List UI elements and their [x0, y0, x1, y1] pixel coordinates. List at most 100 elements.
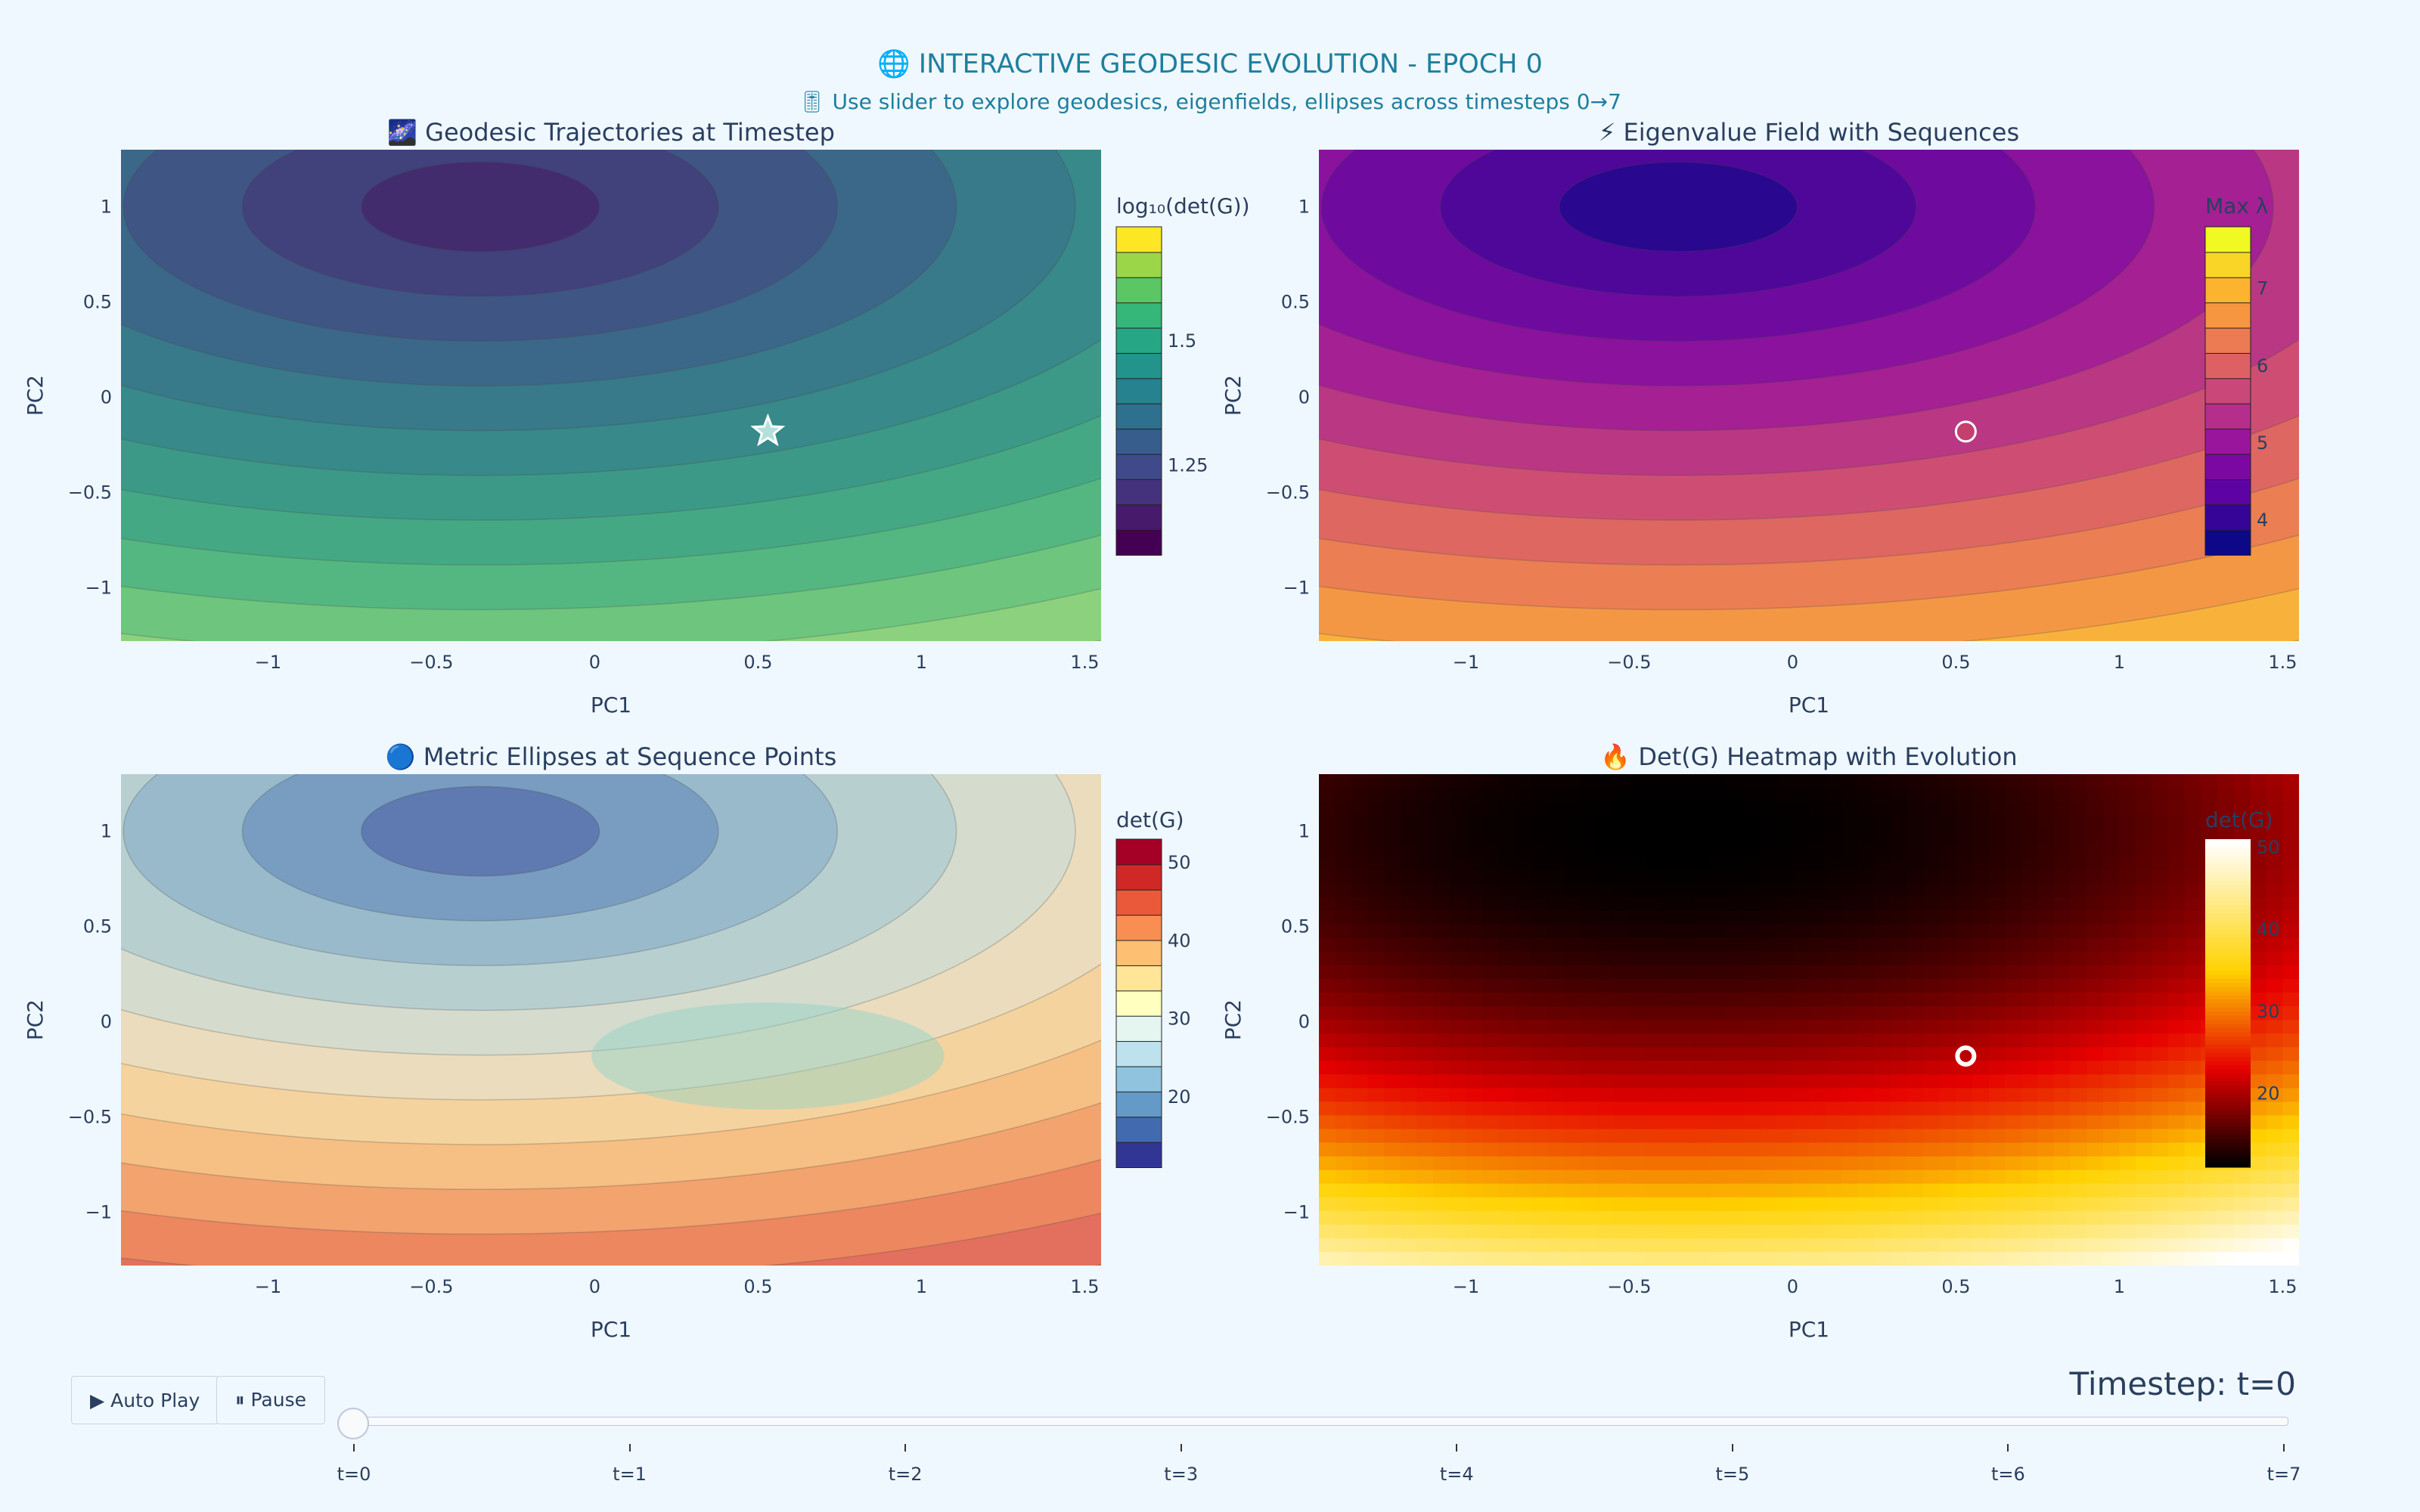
slider-step-label[interactable]: t=3 — [1164, 1464, 1199, 1485]
y-tick-label: −0.5 — [1266, 482, 1310, 503]
x-tick-label: 1.5 — [2268, 1276, 2297, 1297]
slider-tick-mark — [2007, 1444, 2009, 1452]
x-tick-label: 1.5 — [1070, 1276, 1099, 1297]
slider-step-label[interactable]: t=1 — [613, 1464, 647, 1485]
colorbar-tick-label: 4 — [2257, 510, 2268, 531]
auto-play-button[interactable]: ▶ Auto Play — [71, 1376, 219, 1424]
colorbar-tick-label: 40 — [2257, 919, 2280, 940]
x-tick-label: −1 — [1453, 1276, 1479, 1297]
plot-3: −1 −0.5 0 0.5 1 1.5 −1 −0.5 0 0.5 1 PC1 PC2 det(G) 20 3… — [23, 774, 1191, 1342]
y-tick-label: 0.5 — [83, 916, 112, 937]
colorbar: log₁₀(det(G)) 1.25 1.5 — [1115, 194, 1250, 556]
colorbar-tick-label: 1.25 — [1168, 455, 1208, 476]
x-tick-label: −0.5 — [409, 1276, 453, 1297]
slider-step-label[interactable]: t=5 — [1715, 1464, 1750, 1485]
x-axis-label: PC1 — [591, 1317, 631, 1342]
page-subtitle: 🎚 Use slider to explore geodesics, eigen… — [799, 89, 1621, 114]
plot4-title: 🔥 Det(G) Heatmap with Evolution — [1600, 742, 2018, 771]
chart-area: −1 −0.5 0 0.5 1 1.5−1−0.500.51PC1PC2log₁₀(det… — [23, 150, 2299, 1342]
y-tick-label: −1 — [1283, 1201, 1310, 1222]
plot3-title: 🔵 Metric Ellipses at Sequence Points — [385, 742, 837, 771]
y-tick-label: 1 — [1298, 197, 1310, 218]
plot-1: −1 −0.5 0 0.5 1 1.5−1−0.500.51PC1PC2log₁₀(det… — [23, 150, 1250, 717]
x-tick-label: 1.5 — [2268, 652, 2297, 673]
plot2-title: ⚡ Eigenvalue Field with Sequences — [1598, 118, 2020, 147]
y-tick-label: −0.5 — [68, 482, 112, 503]
sequence-point-marker[interactable] — [1955, 1045, 1977, 1067]
slider-tick-mark — [2283, 1444, 2285, 1452]
colorbar-tick-label: 20 — [1168, 1086, 1191, 1108]
sequence-star-marker[interactable] — [750, 413, 786, 447]
contour-level — [121, 150, 1101, 641]
slider-step-label[interactable]: t=6 — [1991, 1464, 2025, 1485]
x-axis-label: PC1 — [1789, 692, 1829, 717]
colorbar-tick-label: 50 — [2257, 837, 2280, 858]
contour-level — [121, 150, 1101, 521]
x-tick-label: −1 — [255, 652, 281, 673]
slider-step-label[interactable]: t=0 — [337, 1464, 371, 1485]
x-tick-label: 1 — [2114, 1276, 2125, 1297]
x-tick-label: 0.5 — [743, 652, 772, 673]
y-axis-label: PC2 — [1221, 375, 1246, 416]
contour-level — [121, 150, 1101, 611]
timestep-slider[interactable] — [352, 1417, 2288, 1426]
x-tick-label: −1 — [1453, 652, 1479, 673]
x-axis-label: PC1 — [591, 692, 631, 717]
x-tick-label: 0 — [589, 652, 600, 673]
colorbar-tick-label: 40 — [1168, 930, 1191, 951]
contour-level — [121, 774, 1076, 1056]
colorbar: det(G) 20 30 40 50 — [2205, 807, 2280, 1168]
y-tick-label: −1 — [1283, 577, 1310, 598]
contour-level — [121, 774, 957, 1012]
slider-step-label[interactable]: t=4 — [1439, 1464, 1474, 1485]
slider-handle[interactable] — [337, 1408, 369, 1439]
colorbar-title: det(G) — [1116, 807, 1184, 832]
y-tick-label: −1 — [85, 577, 112, 598]
page-title: 🌐 INTERACTIVE GEODESIC EVOLUTION - EPOCH… — [877, 49, 1543, 79]
contour-level — [121, 774, 1101, 1266]
colorbar-title: Max λ — [2205, 194, 2268, 218]
y-tick-label: 1 — [101, 821, 112, 842]
colorbar-tick-label: 1.5 — [1168, 330, 1196, 352]
pause-button[interactable]: ⏸ Pause — [216, 1376, 325, 1424]
x-tick-label: 0 — [1787, 1276, 1798, 1297]
x-tick-label: 1 — [916, 652, 927, 673]
x-tick-label: −1 — [255, 1276, 281, 1297]
y-tick-label: 0.5 — [1281, 292, 1310, 313]
contour-level — [121, 150, 1101, 476]
slider-tick-mark — [1180, 1444, 1182, 1452]
contour-level — [121, 774, 1101, 1266]
colorbar-tick-label: 30 — [1168, 1009, 1191, 1030]
y-tick-label: 0 — [1298, 387, 1310, 408]
contour-level — [361, 785, 600, 877]
x-tick-label: 0.5 — [1941, 1276, 1970, 1297]
sequence-point-marker[interactable] — [1954, 420, 1977, 443]
y-axis-label: PC2 — [23, 999, 48, 1040]
y-tick-label: 0 — [1298, 1012, 1310, 1033]
colorbar-tick-label: 6 — [2257, 355, 2268, 376]
slider-tick-mark — [353, 1444, 355, 1452]
y-axis-label: PC2 — [1221, 999, 1246, 1040]
contour-level — [1559, 161, 1798, 253]
x-tick-label: 0 — [589, 1276, 600, 1297]
slider-step-label[interactable]: t=7 — [2266, 1464, 2301, 1485]
x-tick-label: 0.5 — [743, 1276, 772, 1297]
slider-tick-mark — [628, 1444, 631, 1452]
colorbar-title: log₁₀(det(G)) — [1116, 194, 1250, 218]
colorbar-tick-label: 5 — [2257, 432, 2268, 454]
slider-step-label[interactable]: t=2 — [888, 1464, 923, 1485]
y-tick-label: −1 — [85, 1201, 112, 1222]
contour-level — [241, 774, 719, 922]
contour-level — [241, 150, 719, 297]
y-tick-label: 0.5 — [1281, 916, 1310, 937]
contour-level — [121, 150, 1101, 641]
x-tick-label: −0.5 — [409, 652, 453, 673]
metric-ellipse — [591, 1002, 945, 1110]
contour-level — [361, 161, 600, 253]
colorbar-tick-label: 7 — [2257, 278, 2268, 299]
y-tick-label: 1 — [1298, 821, 1310, 842]
contour-level — [123, 774, 838, 966]
x-tick-label: −0.5 — [1607, 652, 1651, 673]
x-tick-label: 0.5 — [1941, 652, 1970, 673]
y-tick-label: 0.5 — [83, 292, 112, 313]
